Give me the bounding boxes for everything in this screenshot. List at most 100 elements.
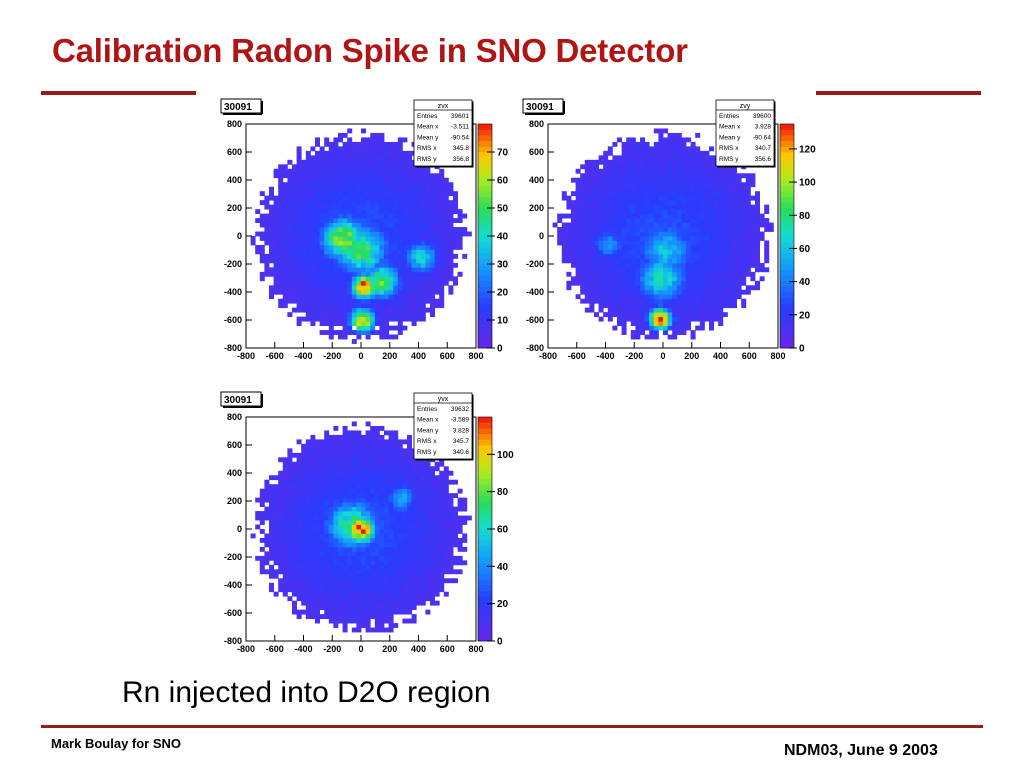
x-tick-label: 0 xyxy=(660,351,665,361)
histogram-zvy: -800 -600 -400 -200 0 200 400 600 800-800-600-40… xyxy=(522,98,816,361)
z-tick-label: 120 xyxy=(799,144,816,155)
stat-label: Entries xyxy=(417,406,438,413)
x-tick-label: -400 xyxy=(294,351,312,361)
run-label-box: 30091 xyxy=(220,98,263,115)
y-tick-label: -200 xyxy=(526,259,544,269)
stat-label: Entries xyxy=(417,113,438,120)
title-rule-right xyxy=(816,91,981,95)
stat-label: Mean y xyxy=(417,134,439,141)
x-tick-label: 600 xyxy=(440,351,455,361)
z-tick-label: 70 xyxy=(497,148,509,159)
stat-value: 39601 xyxy=(451,113,469,120)
y-tick-label: 600 xyxy=(227,440,242,450)
x-tick-label: 400 xyxy=(713,351,728,361)
x-tick-label: -400 xyxy=(294,644,312,654)
y-tick-label: 0 xyxy=(539,231,544,241)
x-tick-label: 800 xyxy=(770,351,785,361)
z-tick-label: 20 xyxy=(497,288,509,299)
z-tick-label: 40 xyxy=(799,277,811,288)
footer-author: Mark Boulay for SNO xyxy=(51,736,182,751)
y-tick-label: -800 xyxy=(224,343,242,353)
y-tick-label: 400 xyxy=(529,175,544,185)
x-tick-label: 600 xyxy=(742,351,757,361)
z-tick-label: 60 xyxy=(497,176,509,187)
z-color-bar xyxy=(477,123,493,349)
stat-value: 345.8 xyxy=(453,145,470,152)
stat-label: Mean x xyxy=(417,124,439,131)
stat-value: 340.6 xyxy=(453,449,470,456)
z-tick-label: 20 xyxy=(497,599,509,610)
x-tick-label: -600 xyxy=(266,644,284,654)
x-tick-label: 600 xyxy=(440,644,455,654)
slide-caption: Rn injected into D2O region xyxy=(122,676,491,709)
histogram-bins xyxy=(552,128,774,340)
run-label: 30091 xyxy=(224,102,252,113)
y-tick-label: 400 xyxy=(227,468,242,478)
stat-label: RMS y xyxy=(417,449,437,456)
histogram-bins xyxy=(250,128,472,344)
stat-label: RMS x xyxy=(417,438,437,445)
x-tick-label: -800 xyxy=(539,351,557,361)
y-tick-label: 800 xyxy=(227,119,242,129)
title-rule-left xyxy=(41,91,196,95)
x-tick-label: 200 xyxy=(382,644,397,654)
histogram-zvx: -800 -600 -400 -200 0 200 400 600 800-800-600-40… xyxy=(220,98,509,361)
y-tick-label: 200 xyxy=(529,203,544,213)
y-tick-label: 800 xyxy=(529,119,544,129)
histogram-bins xyxy=(250,421,472,633)
stat-value: 39600 xyxy=(753,113,771,120)
y-tick-label: -400 xyxy=(224,580,242,590)
y-tick-label: 200 xyxy=(227,496,242,506)
stat-value: -3.589 xyxy=(451,417,470,424)
stat-label: RMS y xyxy=(417,156,437,163)
x-tick-label: 400 xyxy=(411,351,426,361)
z-tick-label: 60 xyxy=(497,525,509,536)
z-tick-label: 30 xyxy=(497,260,509,271)
y-tick-label: -600 xyxy=(224,315,242,325)
y-tick-label: 400 xyxy=(227,175,242,185)
x-tick-label: -800 xyxy=(237,644,255,654)
z-tick-label: 40 xyxy=(497,232,509,243)
y-tick-label: -600 xyxy=(224,608,242,618)
stat-label: Mean y xyxy=(417,427,439,434)
x-tick-label: 0 xyxy=(358,351,363,361)
x-tick-label: -400 xyxy=(596,351,614,361)
run-label: 30091 xyxy=(526,102,554,113)
z-tick-label: 100 xyxy=(497,450,514,461)
stat-value: 3.828 xyxy=(453,427,470,434)
histogram-title: yvx xyxy=(438,396,449,403)
stat-label: Entries xyxy=(719,113,740,120)
run-label-box: 30091 xyxy=(220,391,263,408)
stat-label: RMS y xyxy=(719,156,739,163)
z-tick-label: 100 xyxy=(799,178,816,189)
z-tick-label: 50 xyxy=(497,204,509,215)
x-tick-label: -200 xyxy=(323,644,341,654)
histogram-yvx: -800 -600 -400 -200 0 200 400 600 800-800-600-40… xyxy=(220,391,514,654)
y-tick-label: -400 xyxy=(224,287,242,297)
stat-label: Mean y xyxy=(719,134,741,141)
x-tick-label: -600 xyxy=(266,351,284,361)
y-tick-label: 600 xyxy=(227,147,242,157)
z-tick-label: 80 xyxy=(799,211,811,222)
y-tick-label: 600 xyxy=(529,147,544,157)
footer-conference-date: NDM03, June 9 2003 xyxy=(784,742,938,759)
stat-label: Mean x xyxy=(417,417,439,424)
stat-value: -90.54 xyxy=(451,134,470,141)
z-color-bar xyxy=(779,123,795,349)
histogram-title: zvy xyxy=(740,103,751,110)
run-label-box: 30091 xyxy=(522,98,565,115)
z-tick-label: 0 xyxy=(497,344,503,355)
y-tick-label: 800 xyxy=(227,412,242,422)
y-tick-label: -200 xyxy=(224,552,242,562)
stat-value: -90.64 xyxy=(753,134,772,141)
z-tick-label: 0 xyxy=(799,344,805,355)
stat-value: 345.7 xyxy=(453,438,470,445)
x-tick-label: 400 xyxy=(411,644,426,654)
stat-value: 356.8 xyxy=(453,156,470,163)
footer-rule xyxy=(41,725,983,728)
z-tick-label: 40 xyxy=(497,562,509,573)
x-tick-label: -600 xyxy=(568,351,586,361)
x-tick-label: -200 xyxy=(625,351,643,361)
